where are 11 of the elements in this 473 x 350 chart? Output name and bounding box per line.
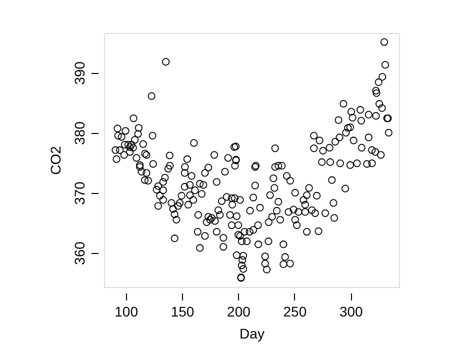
x-tick-label: 250 bbox=[283, 304, 307, 320]
x-tick-label: 200 bbox=[227, 304, 251, 320]
y-axis-title: CO2 bbox=[48, 146, 64, 175]
x-tick-label: 150 bbox=[170, 304, 194, 320]
x-tick-label: 100 bbox=[114, 304, 138, 320]
y-tick-label: 360 bbox=[72, 241, 88, 265]
y-tick-label: 370 bbox=[72, 181, 88, 205]
y-tick-label: 380 bbox=[72, 121, 88, 145]
y-tick-label: 390 bbox=[72, 61, 88, 85]
x-axis-title: Day bbox=[240, 326, 264, 342]
x-tick-label: 300 bbox=[339, 304, 364, 320]
